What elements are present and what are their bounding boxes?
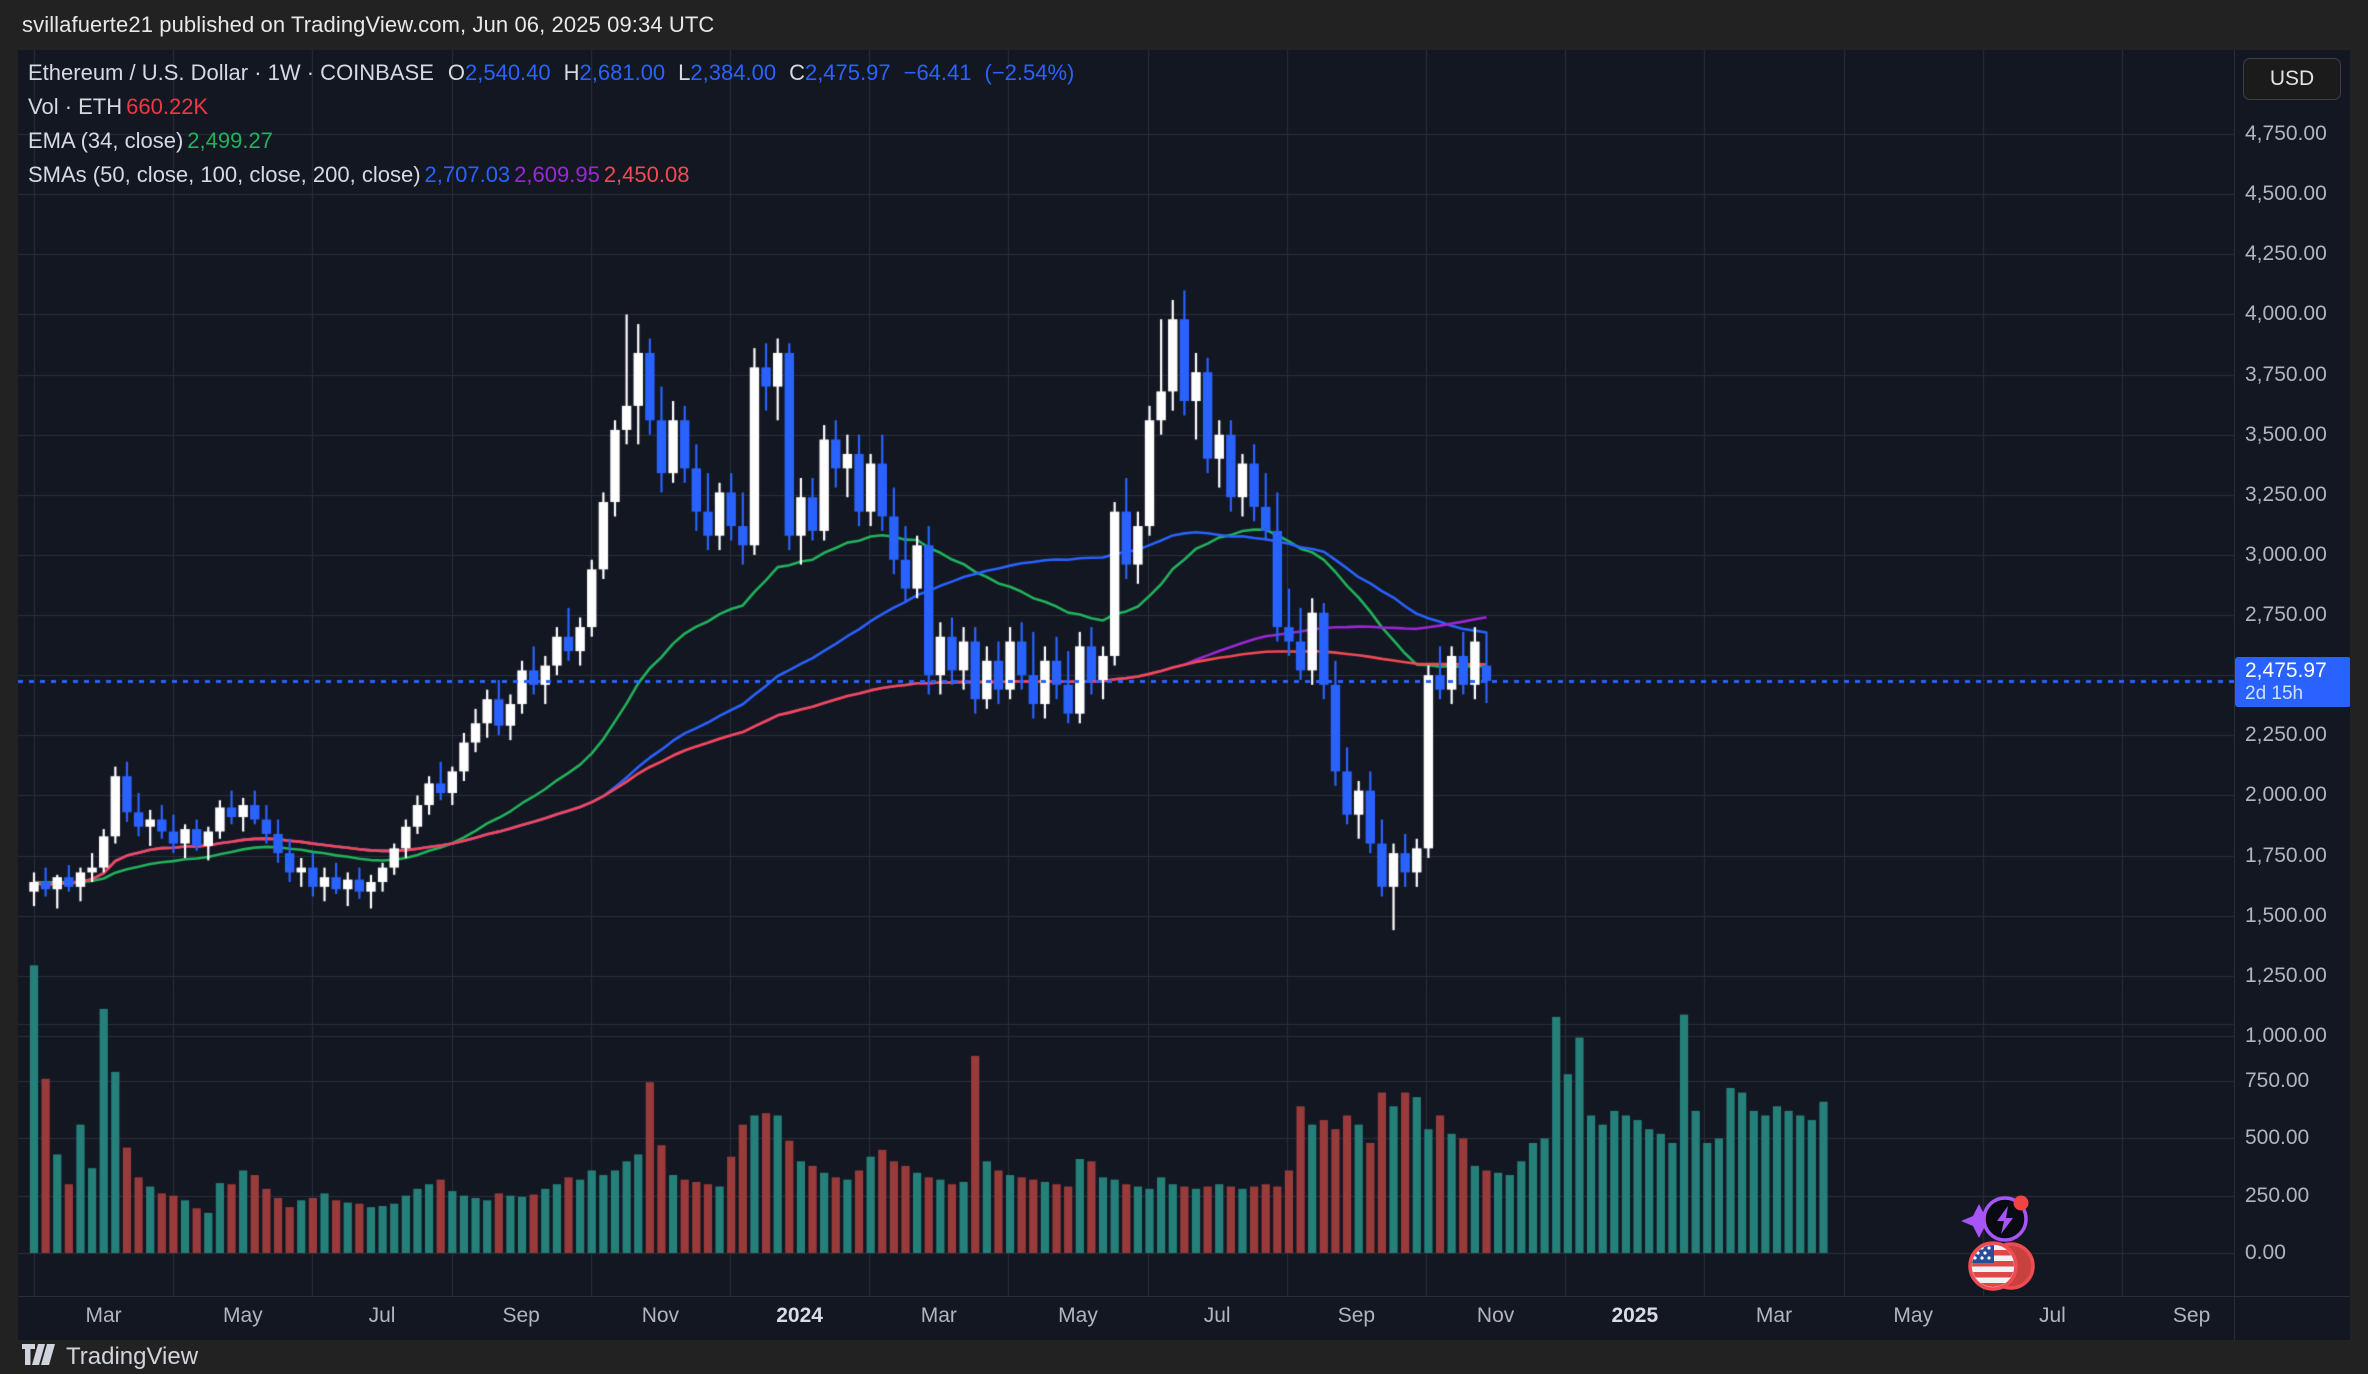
lightning-sparkle-badge-icon[interactable] xyxy=(1961,1190,2035,1253)
price-tick: 1,500.00 xyxy=(2245,903,2327,927)
publisher-bar: svillafuerte21 published on TradingView.… xyxy=(0,0,2368,50)
price-tick: 2,000.00 xyxy=(2245,783,2327,807)
price-tick: 4,250.00 xyxy=(2245,242,2327,266)
time-axis-month-label: Jul xyxy=(2038,1304,2066,1327)
price-tick: 0.00 xyxy=(2245,1241,2286,1264)
price-tick: 4,750.00 xyxy=(2245,122,2327,146)
time-axis[interactable]: Mar May Jul Sep Nov 2024 Mar May Jul Sep Nov 2025 Ma… xyxy=(18,1296,2350,1341)
footer: TradingView xyxy=(0,1340,2368,1374)
time-axis-month-label: Nov xyxy=(641,1304,680,1327)
price-tick: 4,000.00 xyxy=(2245,302,2327,326)
time-axis-month-label: Mar xyxy=(1755,1304,1793,1327)
time-axis-month-label: Jul xyxy=(368,1304,396,1327)
price-scale[interactable]: USD 4,750.00 4,500.00 4,250.00 4,000.00 3,75… xyxy=(2234,50,2350,1296)
price-tick: 4,500.00 xyxy=(2245,182,2327,206)
price-tick: 3,500.00 xyxy=(2245,422,2327,446)
time-axis-month-label: May xyxy=(1893,1304,1934,1327)
time-axis-month-label: May xyxy=(1058,1304,1098,1327)
usd-coin-badge-icon[interactable] xyxy=(1963,1238,2041,1296)
price-tick: 250.00 xyxy=(2245,1183,2310,1207)
price-tick: 3,250.00 xyxy=(2245,482,2327,506)
publisher-text: svillafuerte21 published on TradingView.… xyxy=(22,12,715,37)
price-tick: 2,250.00 xyxy=(2245,723,2327,747)
time-axis-month-label: Sep xyxy=(1337,1304,1376,1327)
tradingview-logo-icon xyxy=(22,1343,56,1371)
price-tick: 3,000.00 xyxy=(2245,542,2327,566)
time-axis-year-label: 2024 xyxy=(776,1304,823,1327)
time-axis-month-label: May xyxy=(222,1304,263,1327)
price-tick: 500.00 xyxy=(2245,1126,2310,1150)
current-price-tag[interactable]: 2,475.97 2d 15h xyxy=(2235,656,2350,707)
time-axis-year-label: 2025 xyxy=(1611,1304,1659,1327)
floating-badges[interactable] xyxy=(1943,1190,2063,1296)
time-axis-month-label: Nov xyxy=(1476,1304,1515,1327)
price-tick: 1,000.00 xyxy=(2245,1023,2327,1047)
time-axis-month-label: Sep xyxy=(502,1304,540,1327)
price-tick: 2,750.00 xyxy=(2245,603,2327,627)
current-price-value: 2,475.97 xyxy=(2245,658,2327,682)
time-axis-month-label: Mar xyxy=(85,1304,122,1327)
price-tick: 750.00 xyxy=(2245,1069,2310,1093)
candlestick-series[interactable] xyxy=(18,50,2234,1296)
price-tick: 3,750.00 xyxy=(2245,362,2327,386)
currency-chip[interactable]: USD xyxy=(2243,58,2341,100)
brand-name: TradingView xyxy=(66,1343,199,1370)
price-tick: 1,750.00 xyxy=(2245,843,2327,867)
time-axis-month-label: Jul xyxy=(1203,1304,1231,1327)
bar-countdown: 2d 15h xyxy=(2245,682,2304,704)
price-tick: 1,250.00 xyxy=(2245,963,2327,987)
time-axis-month-label: Mar xyxy=(920,1304,957,1327)
axis-separator xyxy=(2234,1297,2235,1341)
chart-area[interactable]: Ethereum / U.S. Dollar · 1W · COINBASE O… xyxy=(18,50,2350,1296)
time-axis-month-label: Sep xyxy=(2172,1304,2211,1327)
